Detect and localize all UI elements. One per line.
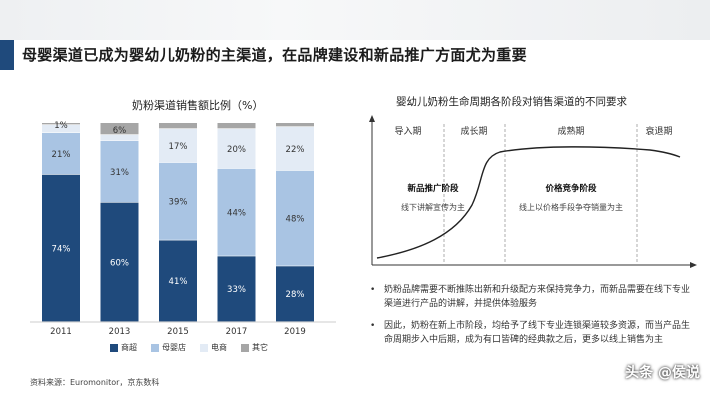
data-label-母婴店-2015: 39%: [169, 198, 188, 208]
data-label-商超-2011: 74%: [52, 244, 71, 254]
bar-segment-电商-2017: [217, 128, 256, 169]
legend-swatch: [151, 343, 159, 352]
bar-segment-电商-2019: [276, 126, 314, 171]
stage-label-growth: 成长期: [460, 125, 487, 137]
bar-segment-商超-2015: [159, 240, 197, 322]
stacked-bar-chart: 74% 21% 1% 2011 60% 31% 6% 2013 41% 39% 17% 2015 33%…: [30, 121, 336, 337]
bullet-list: • 奶粉品牌需要不断推陈出新和升级配方来保持竞争力，而新品需要在线下专业渠道进行…: [368, 283, 698, 355]
bullet-dot-icon: •: [370, 285, 376, 295]
data-label-商超-2015: 41%: [169, 277, 188, 287]
legend-item-商超: 商超: [110, 342, 137, 353]
category-label-2015: 2015: [167, 327, 189, 337]
data-label-母婴店-2013: 31%: [110, 168, 129, 178]
legend-label: 商超: [121, 343, 137, 352]
header-band: [0, 0, 710, 40]
legend-label: 电商: [211, 343, 227, 352]
bar-segment-电商-2011: [42, 124, 80, 133]
phase2-desc: 线上以价格手段争夺销量为主: [519, 202, 623, 212]
data-label-其它-2011: 1%: [54, 121, 68, 131]
bar-segment-其它-2013: [100, 123, 139, 135]
bar-segment-母婴店-2017: [217, 168, 256, 256]
bar-segment-其它-2019: [276, 123, 314, 127]
lifecycle-diagram: 导入期 成长期 成熟期 衰退期 新品推广阶段 线下讲解宣传为主 价格竞争阶段 线…: [369, 115, 697, 268]
legend-swatch: [241, 343, 249, 352]
bar-segment-商超-2017: [217, 256, 256, 322]
phase2-title: 价格竞争阶段: [545, 183, 597, 194]
category-label-2011: 2011: [50, 327, 72, 337]
stage-label-intro: 导入期: [394, 126, 421, 137]
category-label-2017: 2017: [226, 327, 248, 337]
legend-swatch: [200, 343, 208, 352]
data-label-商超-2019: 28%: [286, 290, 305, 300]
bar-segment-商超-2019: [276, 266, 314, 322]
bullet-text-2: 因此，奶粉在新上市阶段，均给予了线下专业连锁渠道较多资源，而当产品生命周期步入中…: [384, 321, 691, 345]
data-label-母婴店-2019: 48%: [286, 215, 305, 225]
x-axis-arrow-icon: [690, 262, 697, 268]
bar-segment-母婴店-2015: [159, 162, 197, 240]
bullet-dot-icon: •: [370, 321, 376, 331]
bar-segment-其它-2015: [159, 123, 197, 129]
stage-label-maturity: 成熟期: [557, 125, 584, 137]
bar-segment-母婴店-2011: [42, 132, 80, 175]
data-label-母婴店-2017: 44%: [227, 209, 246, 219]
chart-title: 奶粉渠道销售额比例（%）: [132, 99, 264, 112]
category-label-2019: 2019: [284, 327, 306, 337]
bar-segment-商超-2013: [100, 202, 139, 322]
bar-segment-其它-2017: [217, 123, 256, 129]
category-label-2013: 2013: [109, 327, 131, 337]
bar-segment-电商-2013: [100, 134, 139, 141]
lifecycle-curve: [376, 146, 681, 259]
diagram-title: 婴幼儿奶粉生命周期各阶段对销售渠道的不同要求: [396, 96, 627, 108]
bar-segment-母婴店-2013: [100, 140, 139, 202]
legend-label: 其它: [252, 343, 268, 352]
data-label-电商-2017: 20%: [227, 145, 246, 155]
legend-item-其它: 其它: [241, 342, 268, 353]
bar-segment-母婴店-2019: [276, 170, 314, 266]
bar-segment-其它-2011: [42, 123, 80, 125]
watermark: 头条 @侯说: [625, 365, 700, 381]
phase1-desc: 线下讲解宣传为主: [401, 202, 465, 212]
source-note: 资料来源：Euromonitor，京东数科: [30, 378, 160, 387]
bullet-text-1: 奶粉品牌需要不断推陈出新和升级配方来保持竞争力，而新品需要在线下专业渠道进行产品…: [384, 285, 691, 309]
data-label-母婴店-2011: 21%: [52, 150, 71, 160]
bar-segment-商超-2011: [42, 174, 80, 322]
slide-title: 母婴渠道已成为婴幼儿奶粉的主渠道，在品牌建设和新品推广方面尤为重要: [22, 46, 527, 64]
title-accent-bar: [0, 40, 14, 70]
data-label-商超-2017: 33%: [227, 285, 246, 295]
legend-item-电商: 电商: [200, 342, 227, 353]
data-label-电商-2015: 17%: [169, 142, 188, 152]
chart-legend: 商超 母婴店 电商 其它: [110, 342, 268, 353]
bar-segment-电商-2015: [159, 128, 197, 163]
data-label-其它-2013: 6%: [113, 126, 127, 136]
bullet-item: • 奶粉品牌需要不断推陈出新和升级配方来保持竞争力，而新品需要在线下专业渠道进行…: [368, 283, 698, 311]
stage-label-decline: 衰退期: [645, 125, 672, 137]
bullet-item: • 因此，奶粉在新上市阶段，均给予了线下专业连锁渠道较多资源，而当产品生命周期步…: [368, 319, 698, 347]
y-axis-arrow-icon: [369, 115, 375, 122]
legend-swatch: [110, 343, 118, 352]
legend-item-母婴店: 母婴店: [151, 342, 186, 353]
legend-label: 母婴店: [162, 343, 186, 352]
data-label-商超-2013: 60%: [110, 258, 129, 268]
phase1-title: 新品推广阶段: [407, 183, 459, 194]
data-label-电商-2019: 22%: [286, 145, 305, 155]
